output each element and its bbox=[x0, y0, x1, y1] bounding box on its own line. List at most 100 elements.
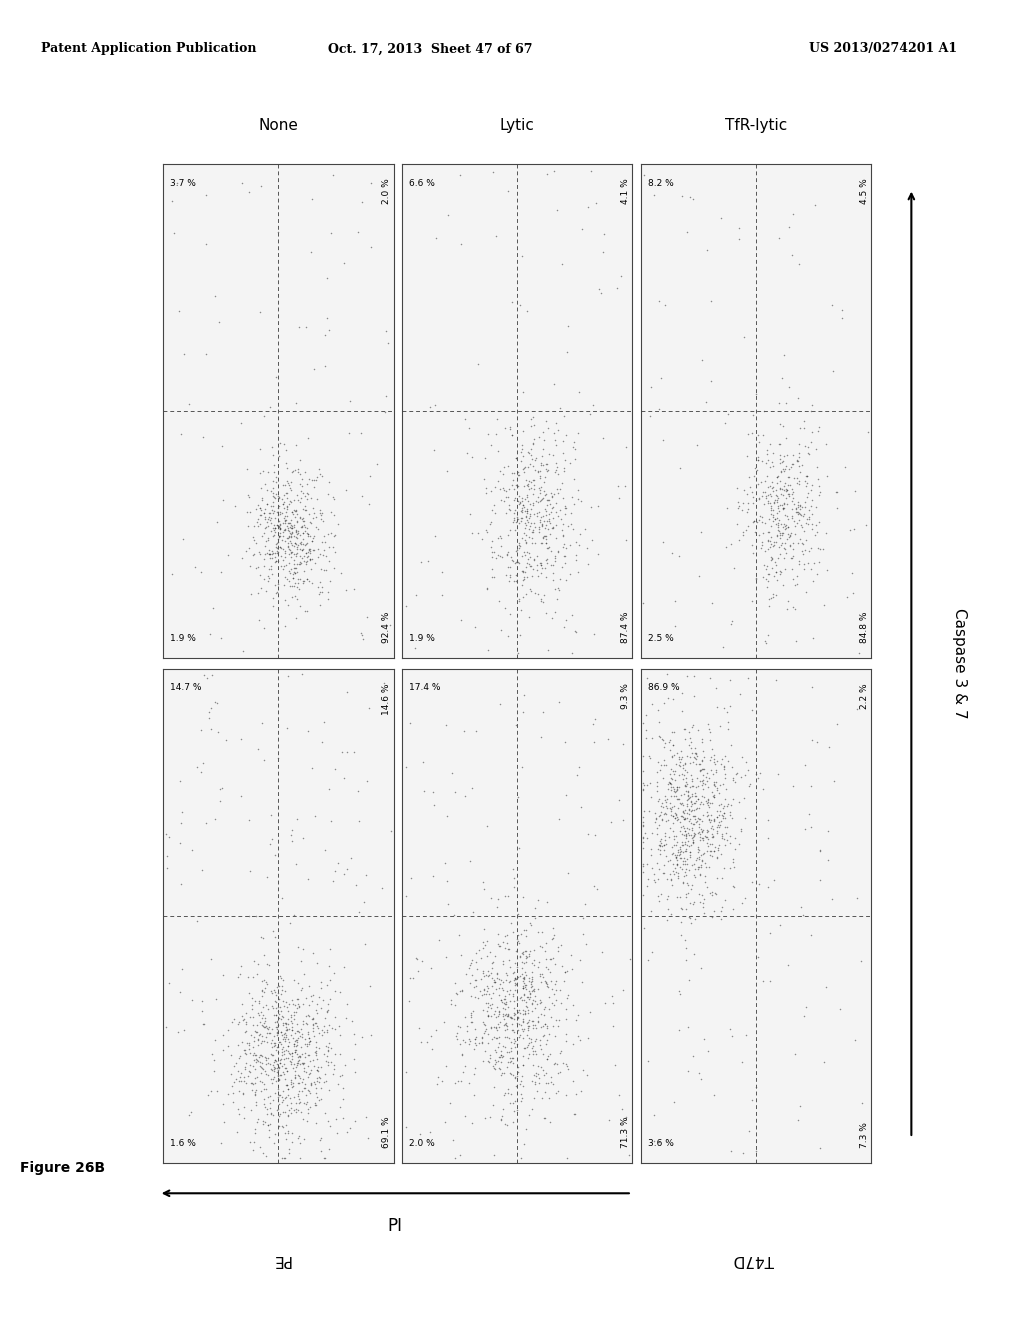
Point bbox=[516, 496, 532, 517]
Point bbox=[301, 543, 317, 564]
Point bbox=[714, 867, 730, 888]
Point bbox=[451, 924, 467, 945]
Point bbox=[290, 1020, 306, 1041]
Point bbox=[764, 451, 780, 473]
Point bbox=[204, 1044, 220, 1065]
Point bbox=[568, 544, 585, 565]
Point bbox=[520, 944, 537, 965]
Point bbox=[670, 886, 686, 907]
Point bbox=[482, 1044, 499, 1065]
Point bbox=[513, 1090, 529, 1111]
Point bbox=[503, 1051, 519, 1072]
Point bbox=[696, 853, 713, 874]
Point bbox=[500, 1052, 516, 1073]
Point bbox=[510, 924, 526, 945]
Point bbox=[488, 548, 505, 569]
Point bbox=[509, 999, 525, 1020]
Point bbox=[694, 770, 711, 791]
Point bbox=[772, 413, 788, 434]
Point bbox=[703, 845, 720, 866]
Point bbox=[308, 999, 325, 1020]
Point bbox=[287, 1023, 303, 1044]
Point bbox=[686, 814, 702, 836]
Point bbox=[300, 525, 316, 546]
Point bbox=[514, 1088, 530, 1109]
Point bbox=[521, 527, 538, 548]
Point bbox=[505, 983, 521, 1005]
Point bbox=[858, 515, 874, 536]
Point bbox=[500, 1006, 516, 1027]
Point bbox=[703, 826, 720, 847]
Point bbox=[462, 954, 478, 975]
Point bbox=[528, 1063, 545, 1084]
Point bbox=[819, 560, 836, 581]
Point bbox=[497, 989, 513, 1010]
Point bbox=[289, 521, 305, 543]
Point bbox=[784, 508, 801, 529]
Point bbox=[500, 541, 516, 562]
Point bbox=[276, 1028, 293, 1049]
Point bbox=[282, 516, 298, 537]
Point bbox=[238, 1014, 254, 1035]
Point bbox=[700, 768, 717, 789]
Point bbox=[482, 1106, 499, 1127]
Point bbox=[283, 471, 299, 492]
Point bbox=[521, 479, 538, 500]
Point bbox=[313, 581, 330, 602]
Point bbox=[464, 949, 480, 970]
Point bbox=[662, 818, 678, 840]
Point bbox=[252, 462, 268, 483]
Point bbox=[689, 797, 706, 818]
Point bbox=[754, 450, 770, 471]
Point bbox=[791, 442, 807, 463]
Point bbox=[538, 1063, 554, 1084]
Point bbox=[449, 982, 465, 1003]
Point bbox=[673, 793, 689, 814]
Point bbox=[684, 826, 700, 847]
Point bbox=[473, 969, 489, 990]
Point bbox=[288, 500, 304, 521]
Point bbox=[328, 1018, 344, 1039]
Point bbox=[763, 549, 779, 570]
Point bbox=[681, 721, 697, 742]
Point bbox=[250, 1002, 266, 1023]
Point bbox=[522, 454, 539, 475]
Point bbox=[674, 764, 690, 785]
Point bbox=[219, 1084, 236, 1105]
Point bbox=[288, 543, 304, 564]
Point bbox=[782, 536, 799, 557]
Point bbox=[511, 537, 527, 558]
Point bbox=[565, 494, 582, 515]
Point bbox=[701, 718, 718, 739]
Point bbox=[296, 1052, 312, 1073]
Point bbox=[267, 1011, 284, 1032]
Point bbox=[253, 578, 269, 599]
Point bbox=[519, 301, 536, 322]
Point bbox=[683, 792, 699, 813]
Point bbox=[279, 498, 295, 519]
Point bbox=[509, 507, 525, 528]
Point bbox=[206, 1049, 222, 1071]
Point bbox=[663, 797, 679, 818]
Point bbox=[672, 847, 688, 869]
Point bbox=[784, 454, 801, 475]
Point bbox=[545, 569, 561, 590]
Point bbox=[720, 793, 736, 814]
Point bbox=[360, 698, 377, 719]
Point bbox=[493, 1040, 509, 1061]
Point bbox=[476, 1015, 493, 1036]
Point bbox=[849, 698, 865, 719]
Point bbox=[338, 480, 354, 502]
Point bbox=[635, 807, 651, 828]
Point bbox=[268, 1036, 285, 1057]
Point bbox=[515, 977, 531, 998]
Point bbox=[509, 1034, 525, 1055]
Point bbox=[530, 952, 547, 973]
Point bbox=[642, 376, 658, 397]
Point bbox=[281, 560, 297, 581]
Point bbox=[683, 717, 699, 738]
Point bbox=[499, 1027, 515, 1048]
Point bbox=[437, 1111, 454, 1133]
Point bbox=[506, 478, 522, 499]
Point bbox=[276, 1053, 293, 1074]
